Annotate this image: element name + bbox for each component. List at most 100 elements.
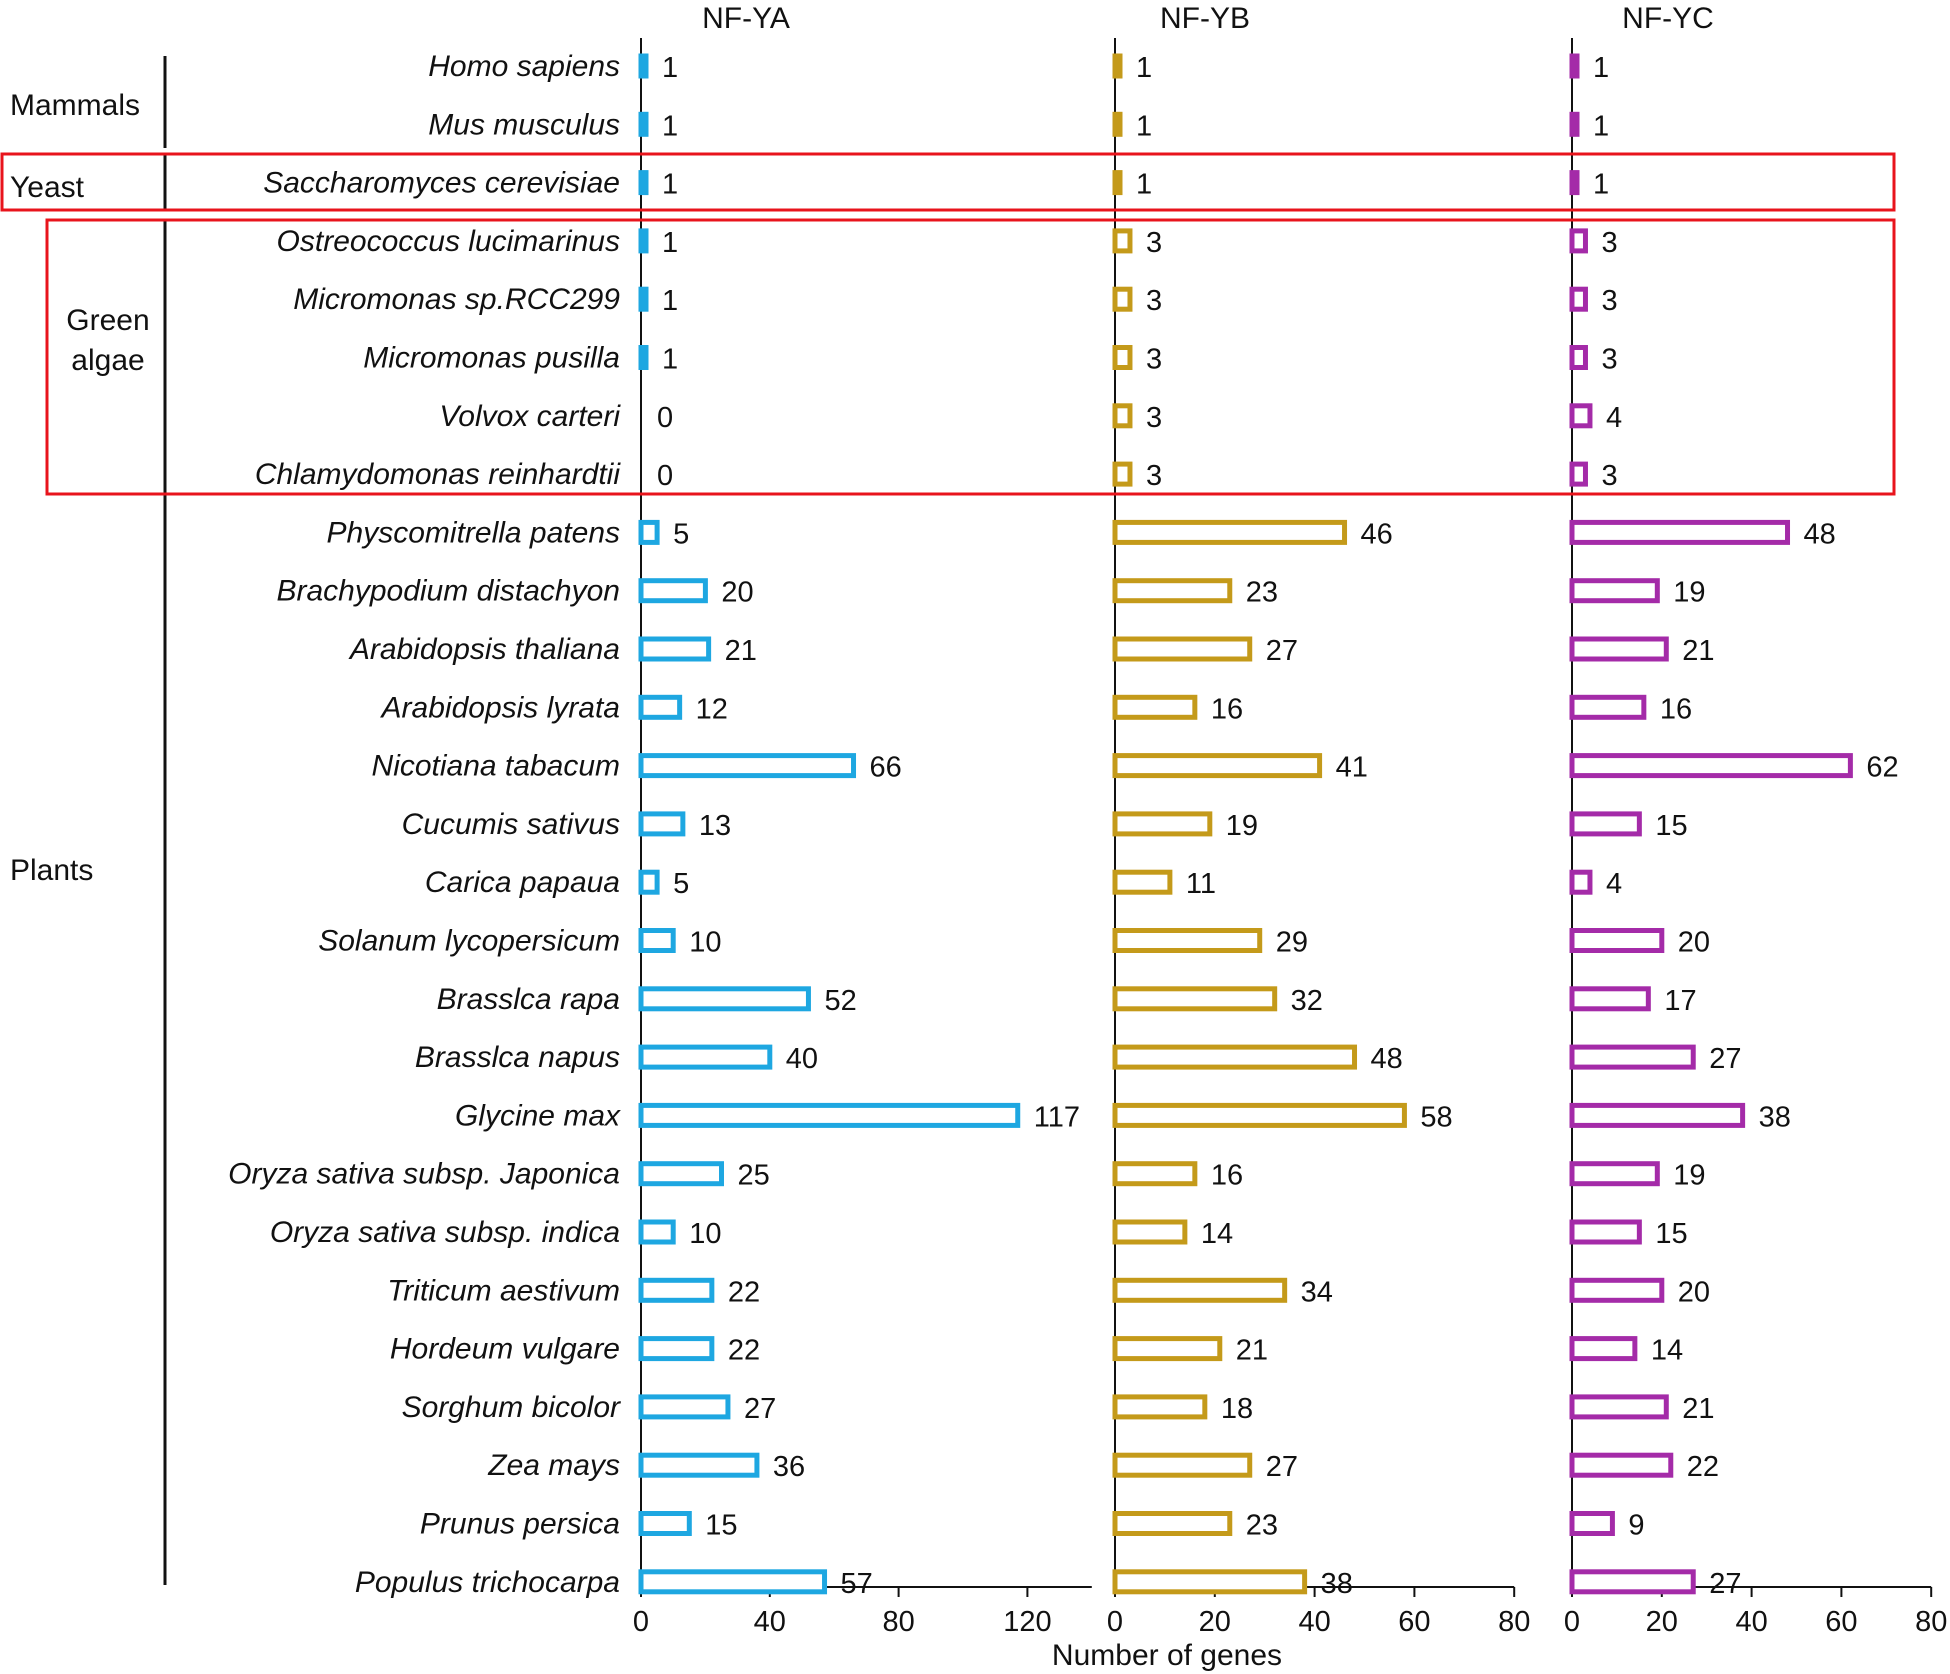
bar (1569, 53, 1580, 79)
species-label: Saccharomyces cerevisiae (263, 167, 620, 200)
value-label: 3 (1146, 402, 1162, 434)
bar (638, 1511, 692, 1536)
value-label: 1 (1136, 110, 1152, 142)
x-tick-label: 0 (633, 1606, 649, 1638)
value-label: 27 (1266, 635, 1298, 667)
value-label: 3 (1601, 460, 1617, 492)
bar (1569, 1102, 1746, 1128)
value-label: 0 (657, 460, 673, 492)
value-label: 29 (1276, 927, 1308, 959)
value-label: 66 (870, 752, 902, 784)
x-tick-label: 60 (1398, 1606, 1430, 1638)
bar (1569, 1277, 1665, 1303)
bar (1112, 286, 1133, 312)
value-label: 22 (728, 1276, 760, 1308)
bar (1112, 1569, 1308, 1595)
bar (638, 694, 683, 720)
x-axis-title: Number of genes (1052, 1639, 1282, 1672)
value-label: 5 (673, 868, 689, 900)
x-tick-label: 80 (1498, 1606, 1530, 1638)
bar (638, 286, 649, 312)
value-label: 14 (1201, 1218, 1233, 1250)
bar (1112, 1044, 1358, 1070)
value-label: 1 (1593, 110, 1609, 142)
bar (1112, 111, 1123, 137)
value-label: 32 (1291, 985, 1323, 1017)
bar (1569, 1569, 1696, 1595)
value-label: 48 (1804, 518, 1836, 550)
value-label: 12 (696, 693, 728, 725)
bar (1112, 1336, 1223, 1362)
value-label: 5 (673, 518, 689, 550)
species-label: Zea mays (487, 1449, 620, 1482)
bar (638, 519, 660, 545)
species-label: Oryza sativa subsp. Japonica (228, 1158, 620, 1191)
bar (1569, 1044, 1696, 1070)
bar (638, 111, 649, 137)
bar (1112, 986, 1278, 1012)
value-label: 3 (1146, 285, 1162, 317)
bar (1112, 519, 1348, 545)
value-label: 15 (1655, 1218, 1687, 1250)
value-label: 16 (1211, 693, 1243, 725)
value-label: 57 (841, 1568, 873, 1600)
value-label: 17 (1664, 985, 1696, 1017)
bar (638, 53, 649, 79)
bar (1569, 753, 1853, 779)
bar (1112, 170, 1123, 196)
bar (638, 869, 660, 895)
bar (638, 228, 649, 254)
value-label: 40 (786, 1043, 818, 1075)
value-label: 1 (662, 52, 678, 84)
value-label: 1 (662, 285, 678, 317)
bar (1569, 1452, 1674, 1478)
bar (1112, 228, 1133, 254)
species-label: Micromonas sp.RCC299 (293, 283, 620, 316)
x-tick-label: 80 (1915, 1606, 1947, 1638)
bar (1112, 636, 1253, 662)
species-label: Physcomitrella patens (327, 516, 620, 549)
bar (1569, 111, 1580, 137)
bar (1569, 403, 1593, 429)
value-label: 21 (1682, 1393, 1714, 1425)
value-label: 10 (689, 1218, 721, 1250)
species-label: Mus musculus (428, 108, 620, 141)
value-label: 16 (1660, 693, 1692, 725)
value-label: 27 (1709, 1043, 1741, 1075)
bar (638, 1277, 715, 1303)
species-label: Brachypodium distachyon (276, 575, 620, 608)
bar (1569, 345, 1588, 370)
group-label-plants: Plants (10, 854, 93, 887)
bar (1569, 1219, 1642, 1245)
value-label: 52 (824, 985, 856, 1017)
panel-title-nf-ya: NF-YA (702, 2, 790, 35)
species-label: Oryza sativa subsp. indica (270, 1216, 620, 1249)
value-label: 58 (1420, 1101, 1452, 1133)
x-tick-label: 20 (1646, 1606, 1678, 1638)
value-label: 25 (738, 1160, 770, 1192)
bar (1112, 1511, 1233, 1536)
species-label: Cucumis sativus (402, 808, 620, 841)
bar (638, 928, 676, 953)
panel-title-nf-yb: NF-YB (1160, 2, 1250, 35)
species-label: Chlamydomonas reinhardtii (255, 458, 622, 491)
value-label: 20 (1678, 927, 1710, 959)
bar (638, 986, 811, 1012)
value-label: 3 (1146, 344, 1162, 376)
value-label: 117 (1034, 1101, 1080, 1133)
x-tick-label: 80 (882, 1606, 914, 1638)
value-label: 21 (725, 635, 757, 667)
species-label: Carica papaua (425, 866, 620, 899)
bar (638, 1219, 676, 1245)
value-label: 13 (699, 810, 731, 842)
value-label: 15 (705, 1510, 737, 1542)
bar (638, 1336, 715, 1362)
bar (1569, 1336, 1638, 1362)
value-label: 41 (1336, 752, 1368, 784)
bar (1112, 1394, 1208, 1420)
bar (1569, 519, 1791, 545)
bar (1112, 1219, 1188, 1245)
value-label: 1 (662, 344, 678, 376)
bar (1569, 869, 1593, 895)
species-label: Brasslca napus (415, 1041, 620, 1074)
